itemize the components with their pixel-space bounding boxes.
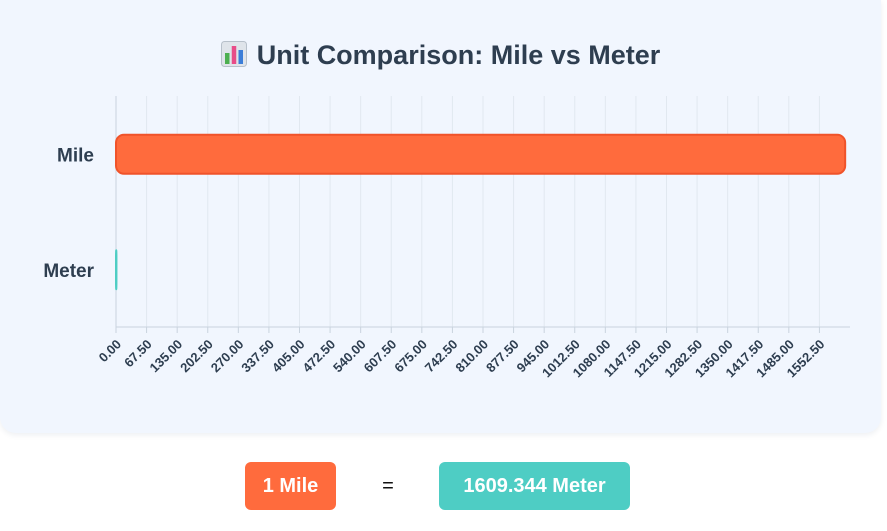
equals-sign: =: [382, 475, 394, 497]
chart-title: Unit Comparison: Mile vs Meter: [0, 38, 881, 75]
conversion-result: 1 Mile = 1609.344 Meter: [0, 462, 887, 510]
x-tick-label: 0.00: [96, 337, 125, 366]
category-label-mile: Mile: [57, 145, 94, 166]
x-tick-label: 472.50: [299, 337, 338, 376]
chart-card: Unit Comparison: Mile vs Meter 0.00 67.50…: [0, 0, 881, 433]
bar-chart: 0.0067.50135.00202.50270.00337.50405.004…: [43, 96, 850, 380]
bar-mile: [115, 133, 847, 175]
category-label-meter: Meter: [43, 261, 94, 282]
x-tick-label: 877.50: [483, 337, 522, 376]
x-tick-label: 607.50: [361, 337, 400, 376]
bar-chart-icon: [220, 41, 247, 75]
x-tick-label: 810.00: [452, 337, 491, 376]
x-tick-label: 675.00: [391, 337, 430, 376]
x-tick-label: 337.50: [238, 337, 277, 376]
x-tick-label: 270.00: [208, 337, 247, 376]
x-tick-label: 405.00: [269, 337, 308, 376]
source-unit-badge: 1 Mile: [245, 462, 336, 510]
x-tick-label: 202.50: [177, 337, 216, 376]
chart-title-text: Unit Comparison: Mile vs Meter: [256, 40, 661, 70]
target-unit-badge: 1609.344 Meter: [439, 462, 630, 510]
x-tick-label: 742.50: [422, 337, 461, 376]
x-tick-label: 540.00: [330, 337, 369, 376]
x-tick-label: 135.00: [147, 337, 186, 376]
